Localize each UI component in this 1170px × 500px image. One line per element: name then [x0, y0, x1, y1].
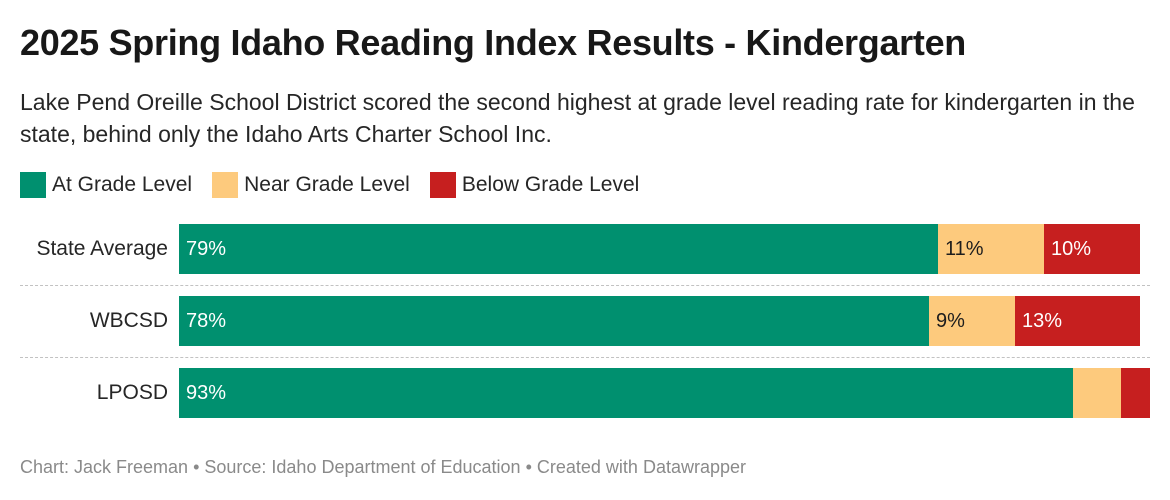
footer-separator: • — [188, 457, 205, 477]
bar-segment: 10% — [1044, 224, 1140, 274]
bar-row: 93% — [179, 368, 1150, 418]
bar-row: 79% 11% 10% — [179, 224, 1150, 274]
bar-row: 78% 9% 13% — [179, 296, 1150, 346]
category-label: WBCSD — [89, 309, 168, 332]
legend-item: At Grade Level — [20, 172, 192, 198]
legend-label: Below Grade Level — [461, 173, 640, 196]
legend-swatch — [429, 172, 456, 198]
footer-author: Chart: Jack Freeman — [20, 457, 189, 477]
data-label: 93% — [186, 382, 227, 404]
footer-created-with: Created with Datawrapper — [536, 457, 746, 477]
bar-segment: 9% — [929, 296, 1015, 346]
bar-segment: 13% — [1015, 296, 1140, 346]
row-separator — [20, 357, 1150, 358]
legend-item: Near Grade Level — [212, 172, 410, 198]
chart-title: 2025 Spring Idaho Reading Index Results … — [20, 22, 966, 63]
data-label: 11% — [945, 238, 984, 260]
legend-item: Below Grade Level — [429, 172, 640, 198]
data-label: 10% — [1051, 238, 1092, 260]
data-label: 78% — [186, 310, 227, 332]
bar-segment — [1073, 368, 1121, 418]
bar-segment: 78% — [179, 296, 929, 346]
data-label: 79% — [186, 238, 227, 260]
legend-label: Near Grade Level — [244, 173, 410, 196]
chart-subtitle: Lake Pend Oreille School District scored… — [20, 89, 1135, 147]
row-separator — [20, 285, 1150, 286]
category-label: State Average — [36, 237, 168, 260]
bar-segment — [1121, 368, 1150, 418]
bar-segment: 11% — [938, 224, 1044, 274]
legend-label: At Grade Level — [52, 173, 193, 196]
legend: At Grade Level Near Grade Level Below Grad… — [20, 172, 659, 198]
footer-source: Source: Idaho Department of Education — [204, 457, 521, 477]
category-label: LPOSD — [96, 381, 168, 404]
footer-separator: • — [520, 457, 537, 477]
legend-swatch — [20, 172, 46, 198]
chart-footer: Chart: Jack Freeman • Source: Idaho Depa… — [20, 457, 746, 478]
legend-swatch — [212, 172, 239, 198]
data-label: 13% — [1022, 310, 1063, 332]
bar-segment: 93% — [179, 368, 1073, 418]
data-label: 9% — [936, 310, 965, 332]
bar-segment: 79% — [179, 224, 938, 274]
